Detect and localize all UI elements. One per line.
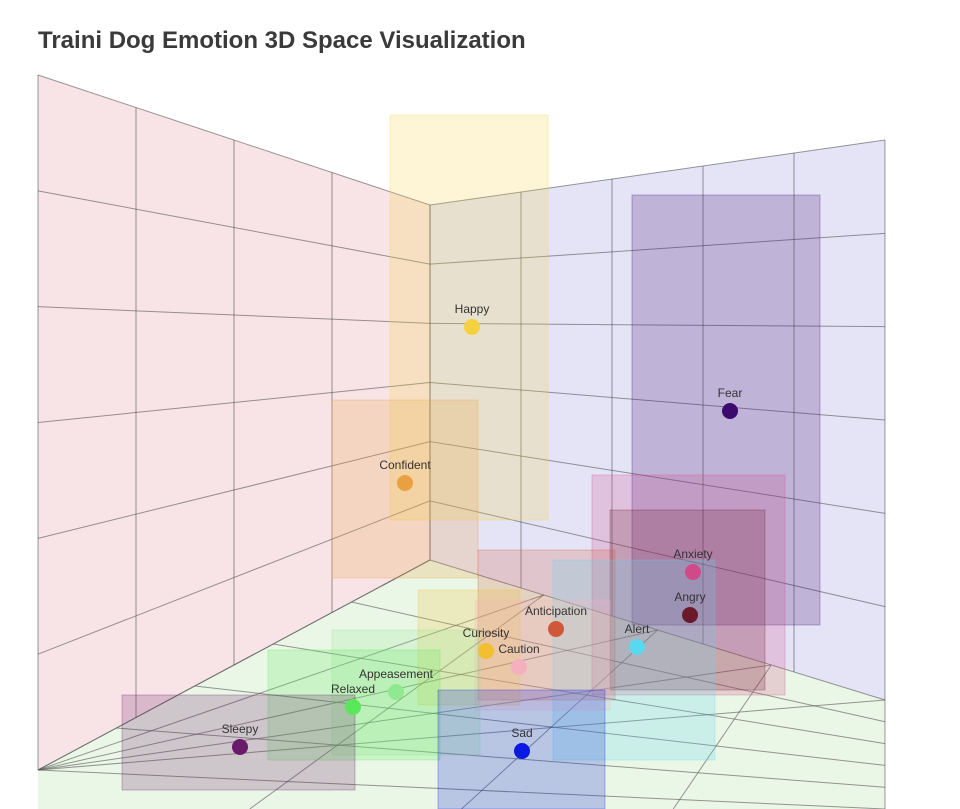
emotion-point bbox=[722, 403, 738, 419]
emotion-region bbox=[474, 599, 611, 711]
emotion-label: Anticipation bbox=[525, 604, 587, 618]
emotion-region bbox=[331, 629, 481, 756]
floor bbox=[38, 560, 885, 809]
grid-line bbox=[672, 664, 772, 809]
emotion-label: Angry bbox=[674, 590, 705, 604]
grid-line bbox=[429, 139, 886, 206]
grid-line bbox=[37, 699, 886, 771]
emotion-label: Happy bbox=[455, 302, 490, 316]
emotion-label: Confident bbox=[379, 458, 431, 472]
emotion-label: Curiosity bbox=[463, 626, 510, 640]
emotion-point bbox=[548, 621, 564, 637]
emotion-label: Anxiety bbox=[673, 547, 712, 561]
grid-line bbox=[429, 382, 886, 421]
emotion-point bbox=[345, 699, 361, 715]
emotion-region bbox=[609, 509, 766, 691]
emotion-point bbox=[629, 639, 645, 655]
emotion-region bbox=[417, 589, 521, 706]
title: Traini Dog Emotion 3D Space Visualizatio… bbox=[38, 27, 526, 54]
emotion-region bbox=[477, 549, 616, 701]
emotion-label: Alert bbox=[625, 622, 650, 636]
emotion-point bbox=[685, 564, 701, 580]
grid-line bbox=[429, 322, 886, 328]
grid-line bbox=[37, 769, 886, 809]
emotion-point bbox=[514, 743, 530, 759]
emotion-region bbox=[121, 694, 356, 791]
emotion-region bbox=[552, 559, 716, 761]
emotion-point bbox=[388, 684, 404, 700]
emotion-label: Sad bbox=[511, 726, 532, 740]
grid-line bbox=[461, 629, 658, 809]
points: Happy Fear Confident Anxiety Angry Anticipati… bbox=[222, 302, 743, 759]
emotion-label: Fear bbox=[718, 386, 743, 400]
grid bbox=[37, 74, 886, 809]
back-wall bbox=[430, 140, 885, 700]
grid-line bbox=[351, 601, 886, 723]
emotion-label: Relaxed bbox=[331, 682, 375, 696]
emotion-label: Sleepy bbox=[222, 722, 259, 736]
boxes bbox=[121, 114, 821, 809]
emotion-point bbox=[464, 319, 480, 335]
grid-line bbox=[37, 664, 772, 771]
emotion-point bbox=[511, 659, 527, 675]
emotion-point bbox=[682, 607, 698, 623]
grid-line bbox=[116, 727, 886, 788]
grid-line bbox=[37, 594, 544, 771]
emotion-point bbox=[397, 475, 413, 491]
emotion-label: Appeasement bbox=[359, 667, 434, 681]
emotion-label: Caution bbox=[498, 642, 539, 656]
emotion-point bbox=[232, 739, 248, 755]
emotion-point bbox=[478, 643, 494, 659]
grid-line bbox=[429, 232, 886, 265]
grid-line bbox=[37, 629, 658, 771]
grid-line bbox=[429, 441, 886, 514]
grid-line bbox=[273, 643, 886, 745]
grid-line bbox=[194, 685, 886, 766]
grid-line bbox=[249, 594, 545, 809]
emotion-region bbox=[591, 474, 786, 696]
grid-line bbox=[37, 559, 431, 771]
emotion-region bbox=[389, 114, 549, 521]
grid-line bbox=[429, 500, 886, 608]
